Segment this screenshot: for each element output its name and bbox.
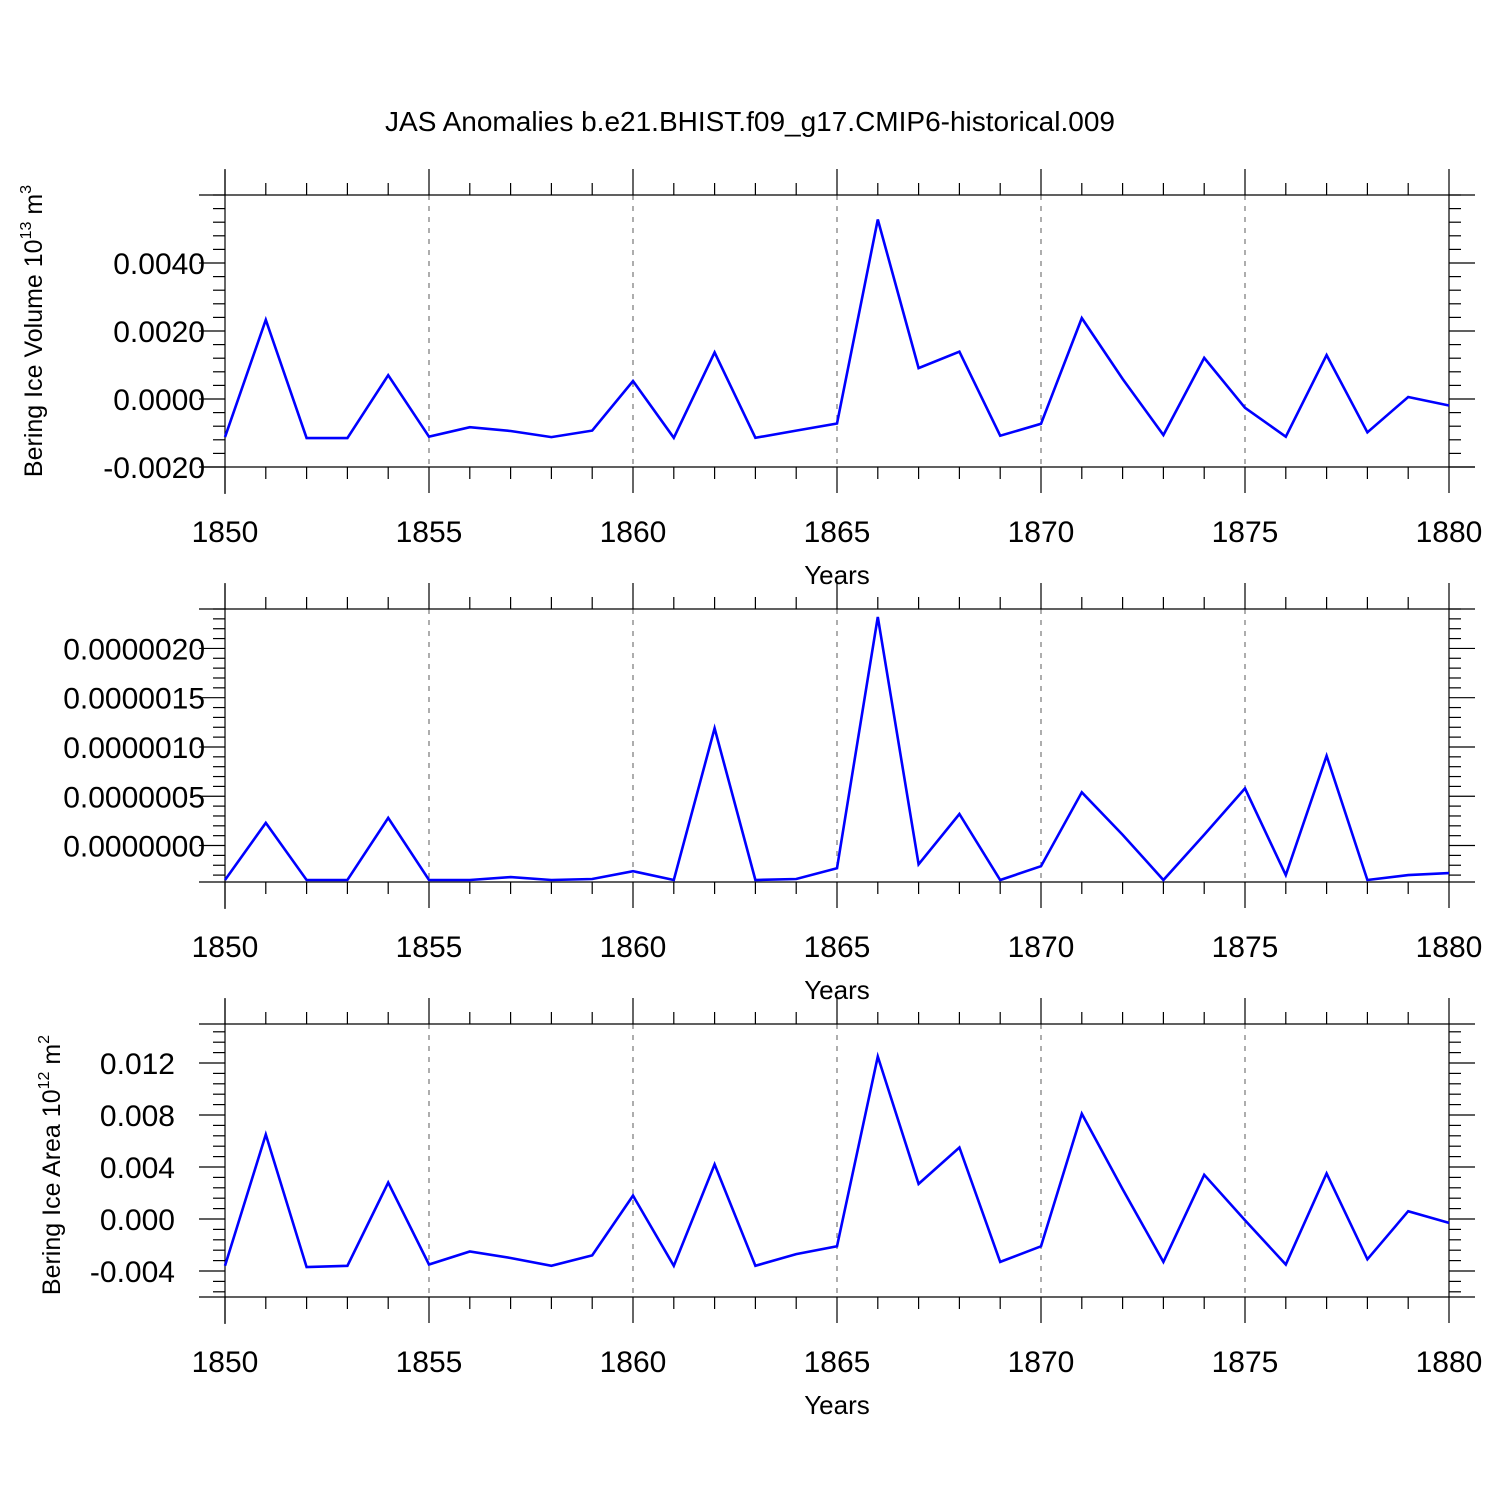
y-tick-label: 0.0000005 — [63, 781, 205, 814]
y-tick-label: 0.0000010 — [63, 732, 205, 765]
x-tick-label: 1855 — [396, 1346, 463, 1379]
y-tick-label: -0.004 — [90, 1256, 175, 1289]
x-tick-label: 1850 — [192, 1346, 259, 1379]
x-tick-label: 1850 — [192, 516, 259, 549]
chart-title: JAS Anomalies b.e21.BHIST.f09_g17.CMIP6-… — [385, 106, 1115, 137]
x-tick-label: 1855 — [396, 931, 463, 964]
y-axis-label: Bering Ice Area 1012 m2 — [36, 1035, 66, 1295]
series-line — [223, 616, 1450, 882]
x-tick-label: 1865 — [804, 931, 871, 964]
chart-panel-bering-ice-volume: -0.0020 0.0000 0.0020 0.0040 1850 1855 1860 186… — [18, 169, 1482, 590]
y-tick-label: 0.0020 — [113, 316, 205, 349]
y-axis-label-exponent: 13 — [18, 222, 35, 240]
y-axis-label-text: m — [38, 1044, 66, 1072]
x-tick-label: 1880 — [1416, 931, 1483, 964]
x-tick-label: 1880 — [1416, 1346, 1483, 1379]
series-line — [223, 219, 1450, 441]
y-axis-label-text: Bering Ice Area 10 — [38, 1089, 66, 1295]
y-axis-label-text: Bering Ice Volume 10 — [20, 239, 48, 477]
y-tick-label: 0.012 — [100, 1048, 175, 1081]
x-tick-label: 1875 — [1212, 516, 1279, 549]
y-tick-label: 0.0000020 — [63, 633, 205, 666]
y-axis-label-text: m — [20, 194, 48, 222]
chart-panel-bering-ice-area: -0.004 0.000 0.004 0.008 0.012 1850 1855 1860 18… — [36, 998, 1482, 1420]
series-line — [223, 1051, 1450, 1269]
x-tick-label: 1860 — [600, 516, 667, 549]
x-tick-label: 1880 — [1416, 516, 1483, 549]
y-axis-label-exponent: 3 — [18, 185, 35, 194]
x-tick-label: 1870 — [1008, 1346, 1075, 1379]
x-tick-label: 1860 — [600, 931, 667, 964]
x-tick-label: 1865 — [804, 516, 871, 549]
y-tick-label: 0.0000015 — [63, 683, 205, 716]
x-tick-label: 1870 — [1008, 931, 1075, 964]
y-axis-label-exponent: 2 — [36, 1035, 53, 1044]
x-tick-label: 1855 — [396, 516, 463, 549]
x-tick-label: 1850 — [192, 931, 259, 964]
x-tick-label: 1875 — [1212, 931, 1279, 964]
y-tick-label: 0.008 — [100, 1100, 175, 1133]
x-axis-label: Years — [804, 1390, 870, 1420]
x-tick-label: 1860 — [600, 1346, 667, 1379]
y-tick-label: 0.004 — [100, 1152, 175, 1185]
y-axis-label: Bering Ice Volume 1013 m3 — [18, 185, 48, 477]
y-tick-label: 0.0000 — [113, 384, 205, 417]
y-tick-label: 0.000 — [100, 1204, 175, 1237]
y-tick-label: 0.0000000 — [63, 831, 205, 864]
x-tick-label: 1865 — [804, 1346, 871, 1379]
y-axis-label-exponent: 12 — [36, 1071, 53, 1089]
x-tick-label: 1870 — [1008, 516, 1075, 549]
chart-panels: -0.0020 0.0000 0.0020 0.0040 1850 1855 1860 186… — [18, 169, 1482, 1420]
y-tick-label: 0.0040 — [113, 248, 205, 281]
y-tick-label: -0.0020 — [103, 452, 205, 485]
chart-panel-bering-ice-middle: 0.0000000 0.0000005 0.0000010 0.0000015 0.00… — [63, 583, 1482, 1005]
x-tick-label: 1875 — [1212, 1346, 1279, 1379]
